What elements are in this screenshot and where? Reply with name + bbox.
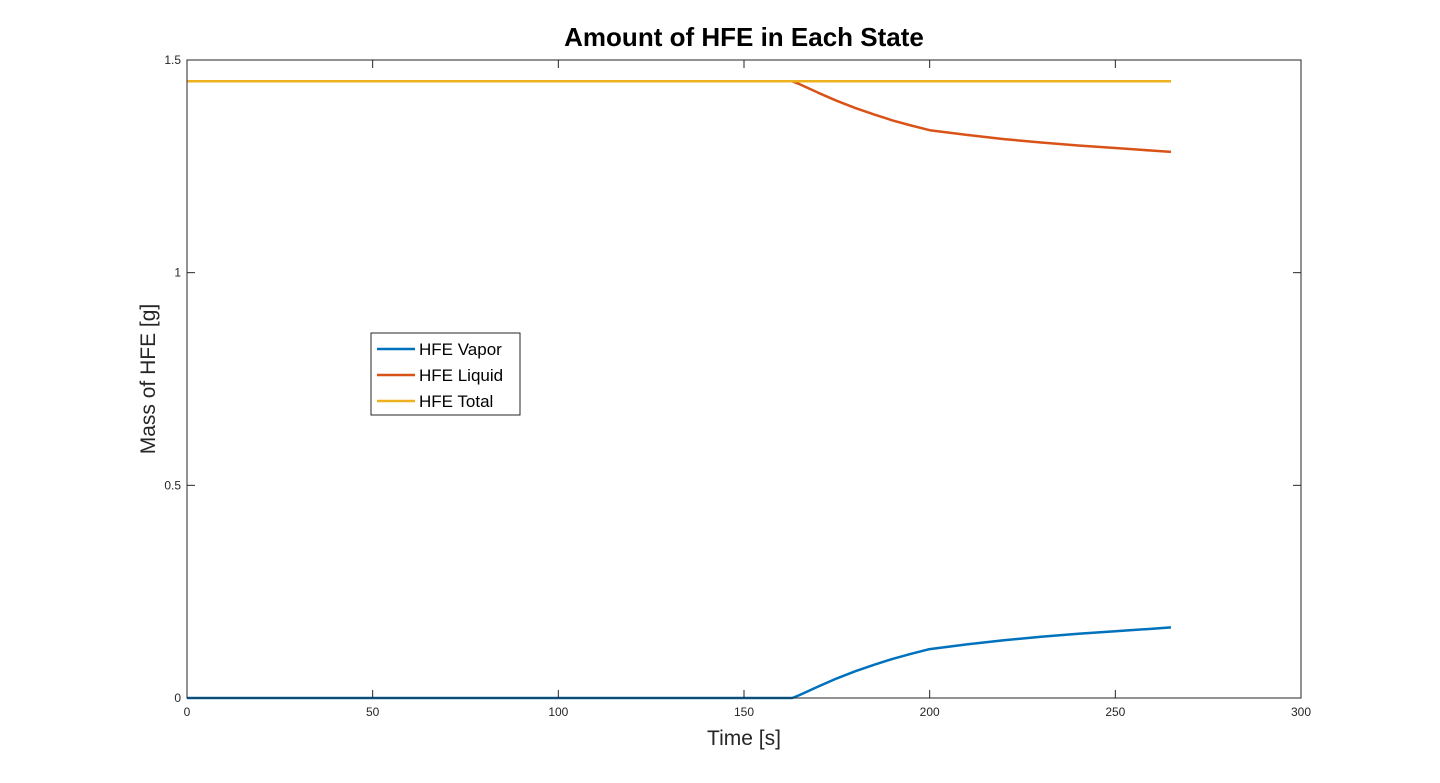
y-tick-label: 1.5 (164, 53, 181, 67)
plot-area (187, 60, 1301, 698)
legend-label: HFE Liquid (419, 366, 503, 385)
x-tick-label: 100 (548, 705, 568, 719)
x-tick-label: 0 (184, 705, 191, 719)
x-axis-ticks: 0 50 100 150 200 250 300 (184, 60, 1311, 719)
legend-label: HFE Total (419, 392, 493, 411)
x-tick-label: 50 (366, 705, 380, 719)
chart-title: Amount of HFE in Each State (564, 22, 924, 52)
y-axis-label: Mass of HFE [g] (137, 304, 160, 455)
x-tick-label: 300 (1291, 705, 1311, 719)
x-tick-label: 250 (1105, 705, 1125, 719)
legend-label: HFE Vapor (419, 340, 502, 359)
y-tick-label: 0 (174, 691, 181, 705)
y-tick-label: 1 (174, 266, 181, 280)
legend-entries: HFE Vapor HFE Liquid HFE Total (377, 340, 503, 411)
y-tick-label: 0.5 (164, 478, 181, 492)
legend: HFE Vapor HFE Liquid HFE Total (370, 332, 521, 416)
x-tick-label: 150 (734, 705, 754, 719)
x-axis-label: Time [s] (707, 727, 781, 750)
y-axis-ticks: 0 0.5 1 1.5 (164, 53, 1301, 705)
x-tick-label: 200 (920, 705, 940, 719)
